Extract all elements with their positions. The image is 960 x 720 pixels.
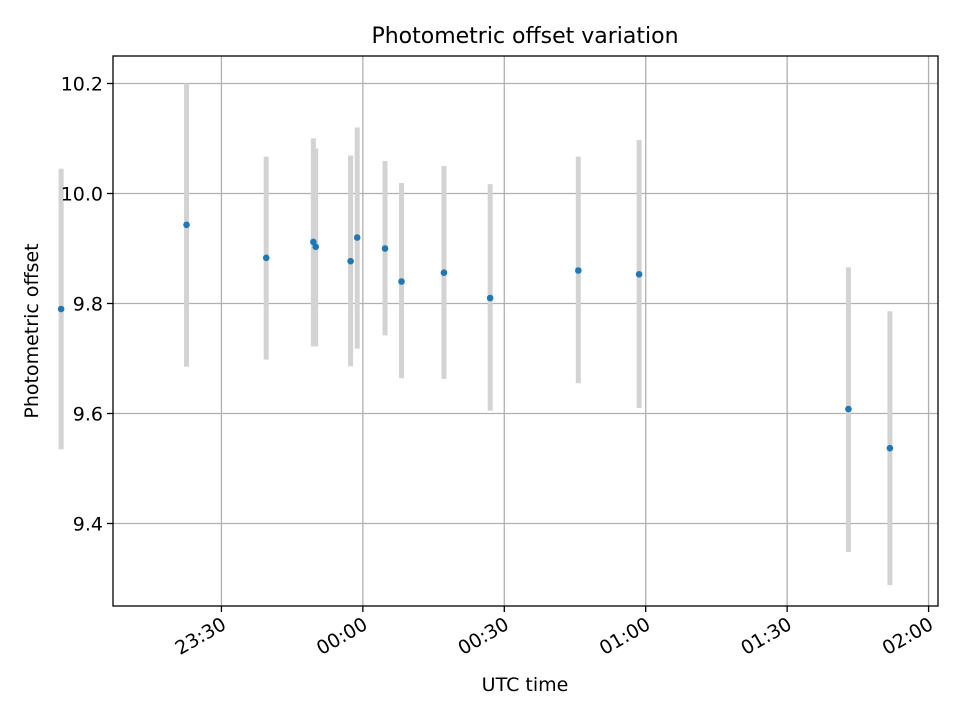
y-tick-label: 9.8	[73, 294, 103, 316]
data-point	[635, 271, 643, 278]
data-point	[347, 257, 354, 265]
data-point	[312, 243, 320, 251]
chart-title: Photometric offset variation	[371, 24, 678, 49]
y-axis-ticks: 9.4 9.6 9.8 10.0 10.2	[61, 74, 113, 536]
data-point	[381, 245, 389, 252]
data-points	[57, 221, 894, 452]
data-point	[398, 278, 405, 285]
data-point	[486, 294, 494, 302]
plot-frame	[112, 55, 939, 607]
data-point	[440, 269, 448, 277]
y-tick-label: 9.6	[73, 404, 103, 426]
y-axis-label: Photometric offset	[21, 243, 43, 418]
data-point	[845, 405, 852, 413]
data-point	[262, 254, 270, 262]
grid	[113, 56, 938, 606]
data-point	[183, 221, 190, 229]
data-point	[353, 234, 361, 241]
x-axis-label: UTC time	[482, 674, 569, 696]
y-tick-label: 9.4	[73, 514, 103, 536]
y-tick-label: 10.2	[61, 74, 103, 96]
data-point	[575, 267, 582, 274]
data-point	[310, 238, 317, 246]
data-point	[57, 305, 65, 313]
data-point	[886, 444, 894, 452]
y-tick-label: 10.0	[61, 184, 103, 206]
